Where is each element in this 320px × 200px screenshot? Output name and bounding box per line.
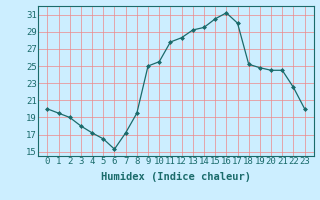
X-axis label: Humidex (Indice chaleur): Humidex (Indice chaleur)	[101, 172, 251, 182]
